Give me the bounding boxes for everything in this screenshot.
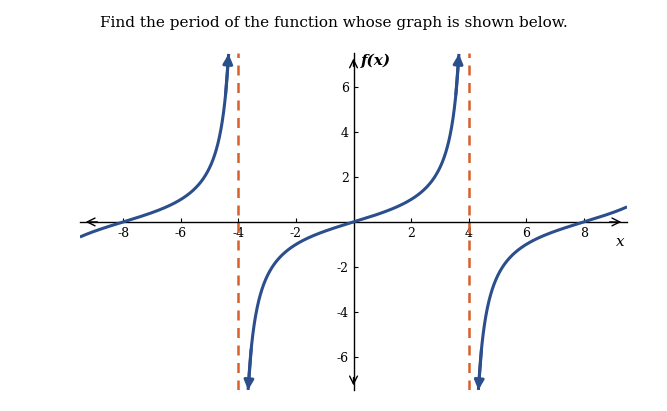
Text: Find the period of the function whose graph is shown below.: Find the period of the function whose gr… (99, 16, 568, 30)
Text: x: x (616, 236, 624, 249)
Text: f(x): f(x) (361, 53, 391, 68)
